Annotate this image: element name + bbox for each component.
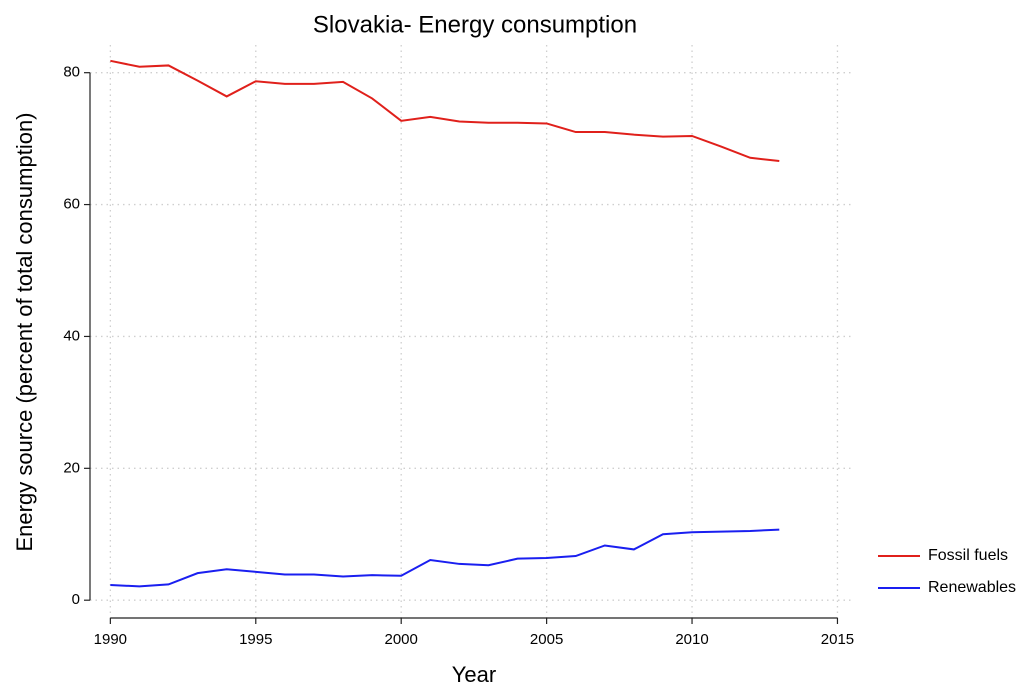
data-line [110, 528, 780, 588]
x-tick-label: 1990 [94, 631, 127, 648]
x-axis-label: Year [452, 662, 496, 686]
x-tick-label: 2000 [385, 631, 418, 648]
chart-title: Slovakia- Energy consumption [313, 11, 637, 38]
y-tick-label: 0 [72, 591, 80, 608]
x-tick-label: 2015 [821, 631, 854, 648]
y-tick-label: 60 [63, 196, 80, 213]
y-tick-label: 80 [63, 64, 80, 81]
data-line [110, 59, 780, 163]
legend-label: Renewables [928, 579, 1016, 596]
x-tick-label: 1995 [239, 631, 272, 648]
x-tick-label: 2010 [675, 631, 708, 648]
legend-label: Fossil fuels [928, 547, 1008, 564]
x-tick-label: 2005 [530, 631, 563, 648]
y-tick-label: 40 [63, 327, 80, 344]
y-axis-label: Energy source (percent of total consumpt… [12, 112, 37, 551]
y-tick-label: 20 [63, 459, 80, 476]
